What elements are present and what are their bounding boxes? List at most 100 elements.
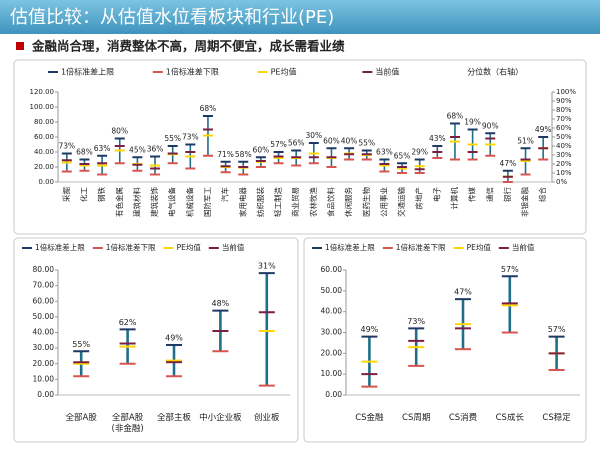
x-tick-label: CS消费 xyxy=(448,413,478,423)
x-tick-label-box: CS稳定 xyxy=(542,413,571,423)
y-tick-label: 50.00 xyxy=(33,312,55,321)
x-tick-label: 全部主板 xyxy=(156,413,191,423)
percentile-label: 55% xyxy=(358,139,375,148)
x-tick-label: 交通运输 xyxy=(396,187,406,217)
percentile-label: 73% xyxy=(58,142,75,151)
percentile-label: 19% xyxy=(464,118,481,127)
x-tick-label: 电气设备 xyxy=(167,187,177,217)
percentile-label: 47% xyxy=(454,288,472,297)
x-tick-label: 家用电器 xyxy=(237,187,247,217)
percentile-label: 56% xyxy=(288,139,305,148)
y-tick-label: 30.00 xyxy=(33,343,55,352)
chart-panel xyxy=(13,237,299,443)
y-tick-label: 120.00 xyxy=(30,88,55,96)
legend-label: 1倍标准差下限 xyxy=(106,242,156,252)
x-tick-label: 汽车 xyxy=(220,187,230,202)
y-tick-label: 40.00 xyxy=(321,307,343,316)
percentile-label: 60% xyxy=(323,136,340,145)
percentile-label: 30% xyxy=(305,131,322,140)
legend-label: 1倍标准差下限 xyxy=(396,242,446,252)
x-tick-label: CS周期 xyxy=(402,413,431,423)
x-tick-label: 钢铁 xyxy=(96,187,106,202)
percentile-label: 47% xyxy=(500,159,517,168)
x-tick-label: 银行 xyxy=(502,187,512,202)
legend-label: 1倍标准差上限 xyxy=(325,242,375,252)
x-tick-label-box: 全部主板 xyxy=(156,413,191,423)
percentile-label: 31% xyxy=(258,262,276,271)
y-tick-label: 80.00 xyxy=(34,118,54,126)
x-tick-label: 创业板 xyxy=(254,413,280,423)
percentile-label: 55% xyxy=(164,134,181,143)
x-tick-label-box: 全部A股 (非金融) xyxy=(112,413,144,434)
y-tick-label: 20.00 xyxy=(33,359,55,368)
x-tick-label: 轻工制造 xyxy=(273,187,283,217)
percentile-label: 57% xyxy=(548,325,566,334)
legend-label: 1倍标准差上限 xyxy=(61,67,114,77)
y-tick-label: 40.00 xyxy=(33,328,55,337)
x-tick-label: 通信 xyxy=(484,187,494,202)
percentile-label: 73% xyxy=(407,317,425,326)
percentile-label: 40% xyxy=(341,136,358,145)
y-tick-label: 20.00 xyxy=(321,348,343,357)
percentile-label: 80% xyxy=(111,127,128,136)
percentile-label: 49% xyxy=(535,125,552,134)
percentile-label: 49% xyxy=(165,334,183,343)
x-tick-label: 化工 xyxy=(78,187,88,202)
percentile-label: 90% xyxy=(482,121,499,130)
percentile-label: 48% xyxy=(212,299,230,308)
x-tick-label: 电子 xyxy=(431,187,441,202)
x-tick-label-box: 全部A股 xyxy=(65,413,97,423)
percentile-label: 49% xyxy=(361,325,379,334)
percentile-label: 68% xyxy=(200,104,217,113)
y-tick-label: 30.00 xyxy=(321,328,343,337)
x-tick-label: 建筑装饰 xyxy=(149,187,159,217)
x-tick-label: 综合 xyxy=(537,187,547,202)
subtitle: 金融尚合理，消费整体不高，周期不便宜，成长需看业绩 xyxy=(31,39,345,54)
legend-label: PE均值 xyxy=(177,242,202,252)
y-tick-label: 10.00 xyxy=(321,369,343,378)
header-banner xyxy=(0,0,600,34)
percentile-label: 45% xyxy=(129,145,146,154)
legend-label: PE均值 xyxy=(467,242,492,252)
x-tick-label: 非银金融 xyxy=(520,187,530,217)
x-tick-label-box: 创业板 xyxy=(254,413,280,423)
x-tick-label: 计算机 xyxy=(449,187,459,210)
percentile-label: 57% xyxy=(501,265,519,274)
percentile-label: 63% xyxy=(376,148,393,157)
x-tick-label: 建筑材料 xyxy=(131,187,141,217)
percentile-label: 65% xyxy=(394,151,411,160)
percentile-label: 60% xyxy=(253,145,270,154)
x-tick-label: 商业贸易 xyxy=(290,187,300,217)
percentile-label: 68% xyxy=(447,112,464,121)
x-tick-label-box: CS消费 xyxy=(448,413,478,423)
x-tick-label: 纺织服装 xyxy=(255,187,265,217)
percentile-label: 29% xyxy=(411,148,428,157)
chart-panel xyxy=(303,237,587,443)
y-tick-label: 20.00 xyxy=(34,163,54,171)
chart-panel xyxy=(13,59,587,235)
x-tick-label: 传媒 xyxy=(467,187,477,202)
x-tick-label: 全部A股 xyxy=(65,413,97,423)
y2-tick-label: 20% xyxy=(556,160,572,168)
y-tick-label: 100.00 xyxy=(30,103,55,111)
x-tick-label: CS稳定 xyxy=(542,413,571,423)
y-tick-label: 60.00 xyxy=(321,265,343,274)
y-tick-label: 70.00 xyxy=(33,281,55,290)
y2-tick-label: 50% xyxy=(556,133,572,141)
y2-tick-label: 60% xyxy=(556,124,572,132)
x-tick-label: 有色金属 xyxy=(114,187,124,217)
y2-tick-label: 10% xyxy=(556,169,572,177)
percentile-label: 57% xyxy=(270,140,287,149)
x-tick-label: 采掘 xyxy=(61,187,71,202)
x-tick-label: 机械设备 xyxy=(184,187,194,217)
legend-label: 当前值 xyxy=(375,67,399,77)
x-tick-label: 医药生物 xyxy=(361,187,371,217)
y-tick-label: 0.00 xyxy=(37,390,54,399)
x-tick-label: 食品饮料 xyxy=(325,187,335,217)
percentile-label: 55% xyxy=(72,340,90,349)
y-tick-label: 50.00 xyxy=(321,286,343,295)
y-tick-label: 40.00 xyxy=(34,148,54,156)
x-tick-label: 农林牧渔 xyxy=(308,187,318,217)
x-tick-label: 休闲服务 xyxy=(343,187,353,217)
